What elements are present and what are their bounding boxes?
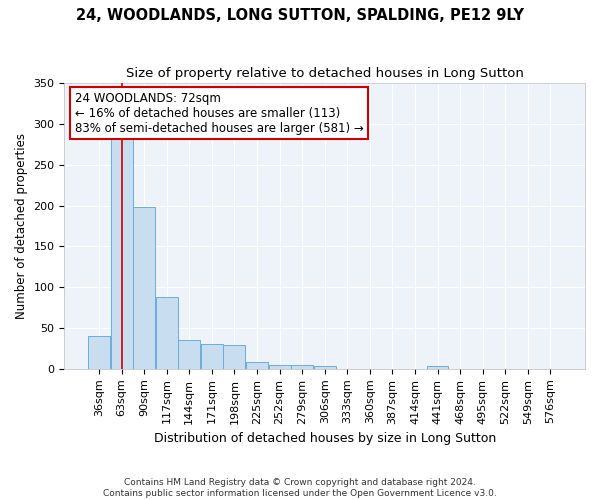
Bar xyxy=(427,366,448,369)
Bar xyxy=(223,345,245,369)
Bar xyxy=(133,207,155,369)
Bar xyxy=(291,364,313,369)
Y-axis label: Number of detached properties: Number of detached properties xyxy=(15,133,28,319)
Bar xyxy=(178,340,200,369)
Text: Contains HM Land Registry data © Crown copyright and database right 2024.
Contai: Contains HM Land Registry data © Crown c… xyxy=(103,478,497,498)
Bar xyxy=(269,364,290,369)
Text: 24 WOODLANDS: 72sqm
← 16% of detached houses are smaller (113)
83% of semi-detac: 24 WOODLANDS: 72sqm ← 16% of detached ho… xyxy=(75,92,364,134)
Bar xyxy=(246,362,268,369)
X-axis label: Distribution of detached houses by size in Long Sutton: Distribution of detached houses by size … xyxy=(154,432,496,445)
Text: 24, WOODLANDS, LONG SUTTON, SPALDING, PE12 9LY: 24, WOODLANDS, LONG SUTTON, SPALDING, PE… xyxy=(76,8,524,22)
Bar xyxy=(110,134,133,369)
Bar xyxy=(201,344,223,369)
Bar xyxy=(88,336,110,369)
Bar xyxy=(314,366,335,369)
Title: Size of property relative to detached houses in Long Sutton: Size of property relative to detached ho… xyxy=(126,68,524,80)
Bar xyxy=(156,297,178,369)
